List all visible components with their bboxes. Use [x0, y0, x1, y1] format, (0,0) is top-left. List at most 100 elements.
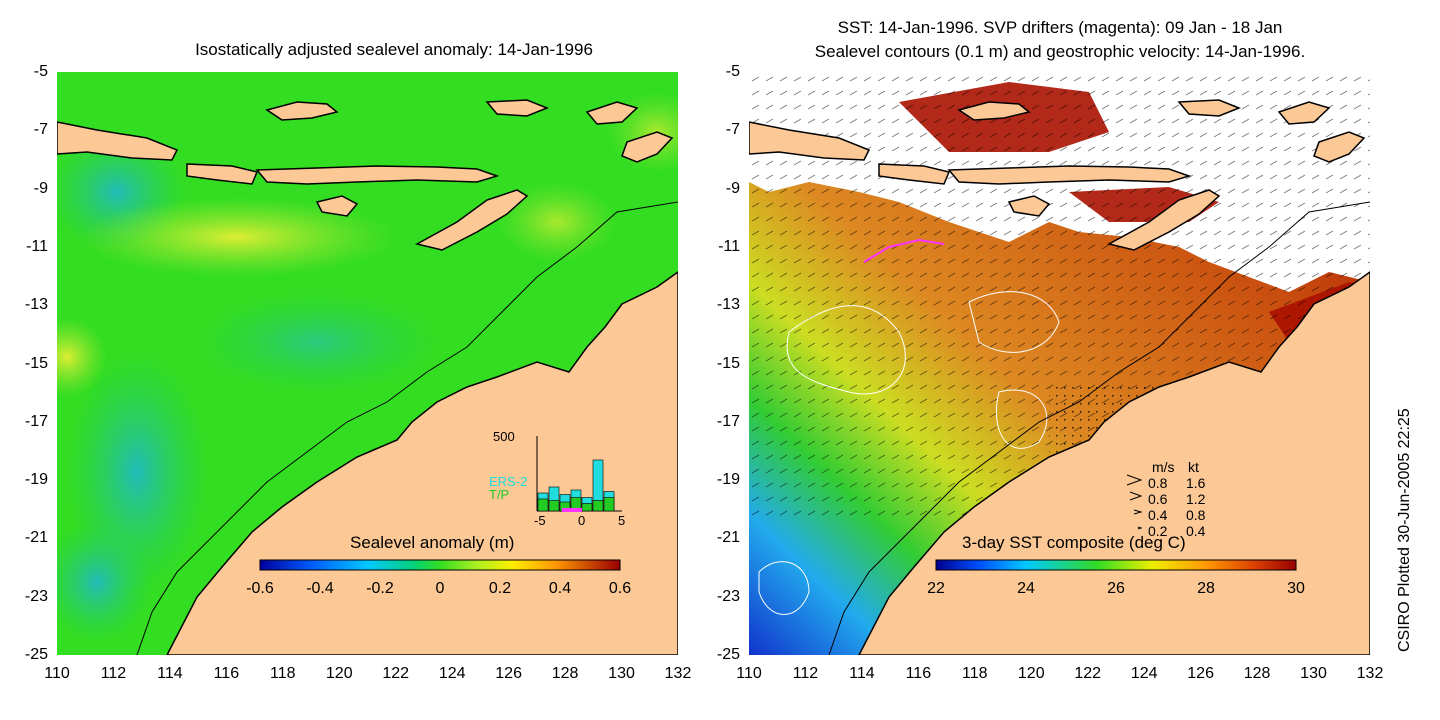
inset-legend-ers2: ERS-2	[489, 474, 528, 489]
java-island	[749, 121, 871, 161]
latitude-tick-label: -25	[24, 646, 48, 663]
longitude-tick-label: 130	[608, 665, 635, 682]
sst-colorbar-label: 3-day SST composite (deg C)	[962, 533, 1186, 552]
flores-island	[947, 165, 1192, 185]
velocity-legend-kt: 0.8	[1186, 507, 1206, 523]
northern-island	[1277, 101, 1331, 125]
tp-count-bar	[592, 500, 604, 512]
longitude-tick-label: 132	[1356, 665, 1384, 682]
longitude-tick-label: 128	[551, 665, 579, 682]
longitude-tick-label: 124	[438, 665, 466, 682]
longitude-tick-label: 122	[1074, 665, 1102, 682]
latitude-tick-label: -25	[716, 646, 740, 663]
timor-island	[1106, 189, 1221, 251]
bali-lombok-island	[878, 163, 951, 185]
high-anomaly-patch	[57, 317, 107, 397]
velocity-legend-header-kt: kt	[1188, 459, 1199, 475]
velocity-legend-ms: 0.2	[1148, 523, 1168, 539]
sealevel-contour	[786, 305, 906, 395]
sealevel-contour	[968, 291, 1060, 353]
latitude-tick-label: -13	[716, 296, 740, 314]
right-map-title-line1: SST: 14-Jan-1996. SVP drifters (magenta)…	[837, 18, 1283, 37]
sealevel-contour	[758, 561, 810, 615]
colorbar-tick-label: -0.4	[306, 580, 334, 597]
timor-island	[414, 189, 529, 251]
shelf-contour	[136, 201, 678, 655]
latitude-tick-label: -21	[24, 529, 48, 547]
sst-svg	[749, 72, 1370, 655]
colorbar-tick-label: 0.2	[488, 580, 512, 597]
inset-xtick: -5	[534, 513, 546, 528]
high-anomaly-patch	[497, 182, 617, 262]
longitude-tick-label: 112	[100, 665, 127, 682]
sumba-island	[1007, 195, 1051, 217]
low-anomaly-patch	[57, 522, 152, 642]
sealevel-anomaly-map	[57, 72, 678, 655]
latitude-tick-label: -13	[24, 296, 48, 314]
colorbar-tick-label: 28	[1197, 580, 1215, 597]
longitude-tick-label: 126	[1187, 665, 1214, 682]
shelf-contour	[828, 201, 1370, 655]
velocity-legend-header-ms: m/s	[1152, 459, 1175, 475]
sealevel-colorbar-label: Sealevel anomaly (m)	[350, 533, 515, 552]
velocity-legend-kt: 1.6	[1186, 475, 1206, 491]
latitude-tick-label: -7	[33, 121, 48, 139]
longitude-tick-label: 110	[736, 665, 762, 682]
velocity-legend-kt: 0.4	[1186, 523, 1206, 539]
latitude-tick-label: -17	[716, 412, 740, 430]
latitude-tick-label: -19	[24, 471, 48, 489]
latitude-tick-label: -21	[716, 529, 740, 547]
longitude-tick-label: 114	[157, 665, 183, 682]
velocity-legend-arrow	[1137, 526, 1143, 530]
longitude-tick-label: 114	[849, 665, 875, 682]
colorbar-tick-label: 26	[1107, 580, 1125, 597]
longitude-tick-label: 110	[44, 665, 70, 682]
australia-landmass	[858, 271, 1370, 655]
northern-island	[585, 101, 639, 125]
latitude-tick-label: -9	[725, 179, 740, 197]
longitude-tick-label: 126	[495, 665, 522, 682]
plot-credit: CSIRO Plotted 30-Jun-2005 22:25	[1396, 408, 1413, 652]
inset-ymax-label: 500	[493, 429, 515, 444]
inset-xtick: 0	[578, 513, 586, 528]
tp-count-bar	[537, 498, 549, 512]
longitude-tick-label: 118	[270, 665, 296, 682]
inset-legend-tp: T/P	[489, 487, 510, 502]
longitude-tick-label: 116	[905, 665, 932, 682]
longitude-tick-label: 124	[1130, 665, 1158, 682]
longitude-tick-label: 120	[1017, 665, 1045, 682]
velocity-legend-arrow	[1129, 491, 1143, 501]
longitude-tick-label: 128	[1243, 665, 1271, 682]
sst-colorbar	[935, 559, 1297, 571]
drifter-window-marker	[562, 508, 582, 512]
left-map-title: Isostatically adjusted sealevel anomaly:…	[195, 40, 593, 59]
right-map-title-line2: Sealevel contours (0.1 m) and geostrophi…	[814, 42, 1306, 61]
latitude-tick-label: -23	[24, 587, 48, 605]
tp-count-bar	[603, 497, 615, 512]
colorbar-tick-label: -0.2	[366, 580, 394, 597]
latitude-tick-label: -11	[718, 237, 740, 255]
northern-island	[621, 131, 674, 163]
latitude-tick-label: -15	[716, 354, 740, 372]
velocity-legend-ms: 0.6	[1148, 491, 1168, 507]
colorbar-tick-label: 0.4	[548, 580, 572, 597]
inset-histogram-bars	[537, 459, 615, 512]
northern-island	[485, 99, 550, 117]
northern-island	[1313, 131, 1366, 163]
flores-island	[255, 165, 500, 185]
northern-island	[1177, 99, 1242, 117]
latitude-tick-label: -5	[725, 63, 740, 80]
northern-island	[265, 101, 339, 121]
velocity-legend-ms: 0.8	[1148, 475, 1168, 491]
longitude-tick-label: 132	[664, 665, 692, 682]
latitude-tick-label: -7	[725, 121, 740, 139]
colorbar-tick-label: 24	[1017, 580, 1035, 597]
inset-xtick: 5	[618, 513, 626, 528]
longitude-tick-label: 118	[962, 665, 988, 682]
sumba-island	[315, 195, 359, 217]
velocity-legend-kt: 1.2	[1186, 491, 1206, 507]
tp-count-bar	[581, 503, 593, 512]
colorbar-tick-label: 22	[927, 580, 945, 597]
colorbar-tick-label: -0.6	[246, 580, 274, 597]
high-anomaly-patch	[77, 197, 397, 277]
